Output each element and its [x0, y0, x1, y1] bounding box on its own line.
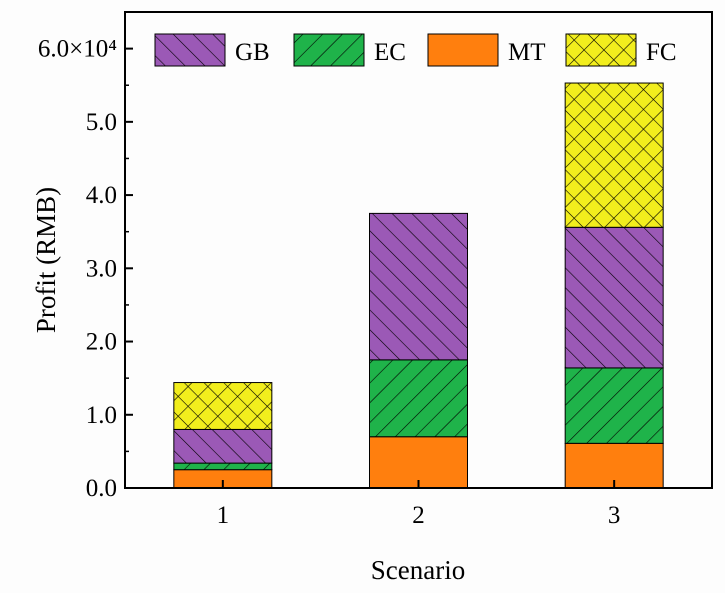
- legend-ec-swatch-hatch: [294, 34, 364, 66]
- legend-fc-swatch-outline: [565, 33, 637, 67]
- x-tick-label: 3: [608, 502, 621, 529]
- axes-layer: 0.0 1.0 2.0 3.0 4.0 5.0 6.0×10⁴ 1 2 3: [38, 11, 713, 529]
- y-tick-label: 0.0: [86, 475, 117, 502]
- bar-segment-mt-scenario-1: [173, 469, 272, 488]
- bar-segment-fc-scenario-1-hatch: [173, 382, 272, 430]
- bar-segment-fc-scenario-3-outline: [564, 82, 664, 228]
- bar-segment-ec-scenario-2-hatch: [369, 359, 468, 437]
- bar-segment-mt-scenario-2: [369, 436, 468, 488]
- legend-mt-swatch: [428, 34, 498, 66]
- x-tick-label: 1: [217, 502, 230, 529]
- bar-segment-ec-scenario-1-hatch: [173, 463, 272, 470]
- y-tick-label: 5.0: [86, 109, 117, 136]
- bar-segment-gb-scenario-2-hatch: [369, 213, 468, 360]
- x-tick-label: 2: [412, 502, 425, 529]
- legend-fc-swatch-hatch: [566, 34, 636, 66]
- bar-segment-gb-scenario-3-hatch: [565, 227, 664, 368]
- legend-gb-swatch-outline: [154, 33, 226, 67]
- y-tick-label: 6.0×10⁴: [38, 36, 117, 63]
- x-axis-title: Scenario: [371, 555, 465, 585]
- legend-gb-swatch-hatch: [155, 34, 225, 66]
- y-tick-label: 1.0: [86, 402, 117, 429]
- bar-segment-gb-scenario-1-hatch: [173, 429, 272, 464]
- legend-ec-swatch-outline: [293, 33, 365, 67]
- legend-mt-label: MT: [508, 39, 546, 66]
- y-tick-label: 4.0: [86, 182, 117, 209]
- legend-gb-label: GB: [235, 39, 270, 66]
- legend: GB EC MT FC: [154, 33, 677, 67]
- legend-ec-label: EC: [374, 39, 406, 66]
- bars-layer: [173, 82, 664, 489]
- bar-segment-ec-scenario-3-hatch: [565, 367, 664, 444]
- bar-segment-fc-scenario-3-hatch: [565, 83, 664, 228]
- legend-mt-swatch-outline: [427, 33, 499, 67]
- y-axis-title: Profit (RMB): [31, 187, 61, 333]
- y-tick-label: 3.0: [86, 255, 117, 282]
- y-tick-label: 2.0: [86, 329, 117, 356]
- bar-segment-gb-scenario-2-outline: [369, 212, 468, 361]
- bar-segment-fc-scenario-1-outline: [173, 382, 273, 430]
- legend-fc-label: FC: [646, 39, 677, 66]
